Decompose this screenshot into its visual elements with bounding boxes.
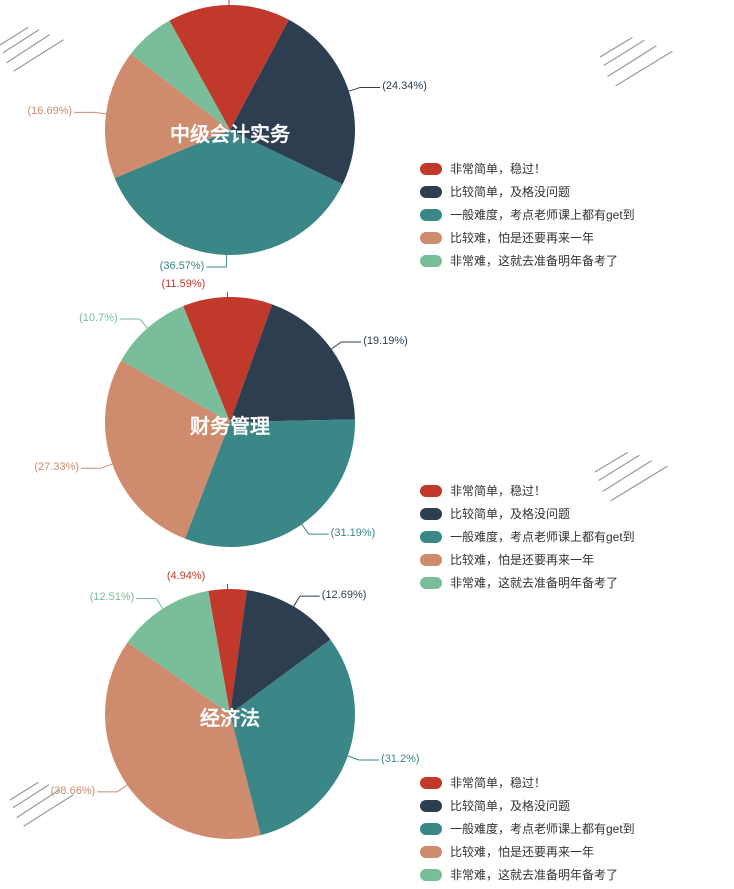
legend-label: 比较难，怕是还要再来一年 [450,843,594,860]
chart-row: (11.59%)(19.19%)(31.19%)(27.33%)(10.7%)财… [0,292,734,584]
legend: 非常简单，稳过！ 比较简单，及格没问题一般难度，考点老师课上都有get到比较难，怕… [420,774,635,889]
legend-label: 非常难，这就去准备明年备考了 [450,866,618,883]
legend-label: 一般难度，考点老师课上都有get到 [450,206,635,223]
legend-label: 比较难，怕是还要再来一年 [450,551,594,568]
legend-item: 非常简单，稳过！ [420,774,635,791]
legend: 非常简单，稳过！ 比较简单，及格没问题一般难度，考点老师课上都有get到比较难，怕… [420,482,635,597]
legend: 非常简单，稳过！ 比较简单，及格没问题一般难度，考点老师课上都有get到比较难，怕… [420,160,635,275]
legend-label: 比较简单，及格没问题 [450,797,570,814]
legend-item: 比较难，怕是还要再来一年 [420,843,635,860]
legend-swatch [420,209,442,221]
legend-item: 非常难，这就去准备明年备考了 [420,866,635,883]
legend-label: 比较简单，及格没问题 [450,505,570,522]
legend-item: 一般难度，考点老师课上都有get到 [420,528,635,545]
legend-swatch [420,508,442,520]
legend-swatch [420,531,442,543]
legend-swatch [420,823,442,835]
legend-label: 一般难度，考点老师课上都有get到 [450,820,635,837]
legend-item: 非常难，这就去准备明年备考了 [420,252,635,269]
legend-item: 非常简单，稳过！ [420,160,635,177]
legend-item: 比较简单，及格没问题 [420,183,635,200]
legend-label: 比较难，怕是还要再来一年 [450,229,594,246]
legend-swatch [420,777,442,789]
legend-swatch [420,485,442,497]
legend-swatch [420,554,442,566]
legend-item: 非常简单，稳过！ [420,482,635,499]
legend-swatch [420,255,442,267]
legend-item: 比较难，怕是还要再来一年 [420,551,635,568]
legend-item: 比较难，怕是还要再来一年 [420,229,635,246]
legend-item: 一般难度，考点老师课上都有get到 [420,206,635,223]
legend-label: 非常难，这就去准备明年备考了 [450,252,618,269]
legend-swatch [420,163,442,175]
chart-row: (4.94%)(12.69%)(31.2%)(38.66%)(12.51%)经济… [0,584,734,876]
legend-label: 非常简单，稳过！ [450,482,546,499]
legend-label: 非常简单，稳过！ [450,774,546,791]
legend-label: 比较简单，及格没问题 [450,183,570,200]
legend-item: 比较简单，及格没问题 [420,797,635,814]
legend-item: 一般难度，考点老师课上都有get到 [420,820,635,837]
legend-swatch [420,846,442,858]
legend-swatch [420,869,442,881]
legend-swatch [420,232,442,244]
legend-label: 非常简单，稳过！ [450,160,546,177]
legend-swatch [420,800,442,812]
legend-label: 一般难度，考点老师课上都有get到 [450,528,635,545]
legend-swatch [420,186,442,198]
legend-item: 比较简单，及格没问题 [420,505,635,522]
chart-row: (15.86%)(24.34%)(36.57%)(16.69%)中级会计实务非常… [0,0,734,292]
